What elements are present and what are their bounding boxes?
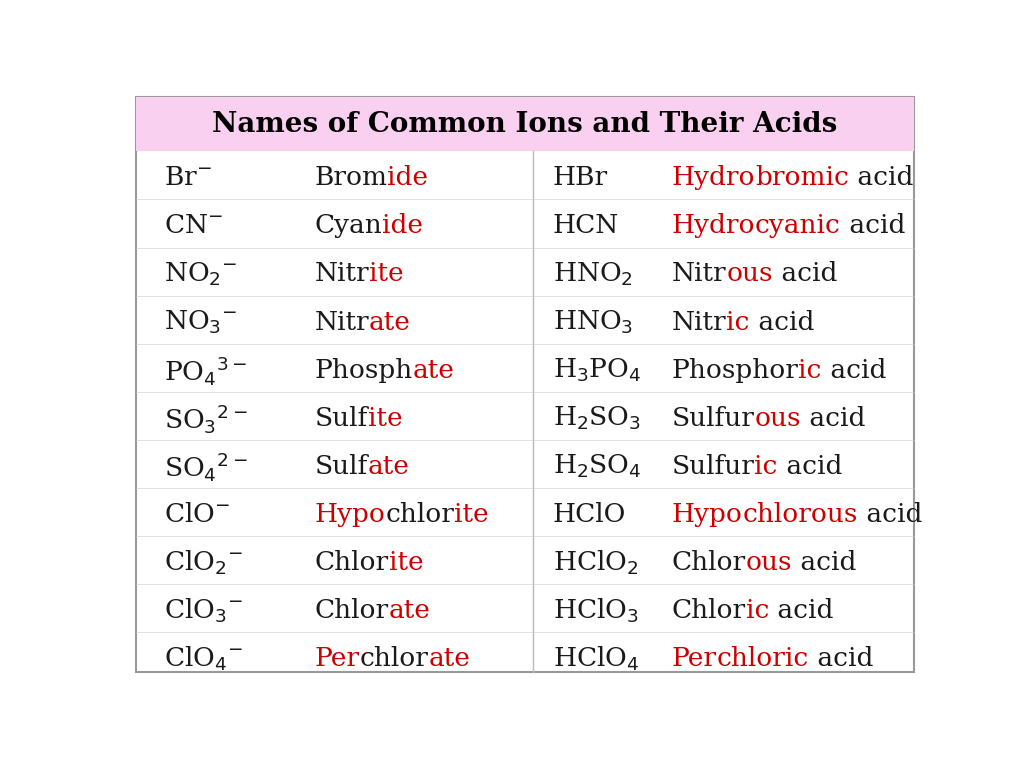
Text: Br$^{-}$: Br$^{-}$	[164, 165, 212, 190]
FancyBboxPatch shape	[136, 98, 913, 672]
Text: acid: acid	[841, 213, 905, 239]
Text: ite: ite	[369, 261, 403, 287]
Text: ate: ate	[428, 646, 470, 671]
Text: Phosphor: Phosphor	[672, 357, 799, 383]
Text: chlor: chlor	[385, 502, 455, 527]
Text: Hypo: Hypo	[314, 502, 385, 527]
Text: ic: ic	[799, 357, 822, 383]
Text: Hydro: Hydro	[672, 165, 755, 190]
Text: HClO: HClO	[553, 502, 626, 527]
Text: ite: ite	[368, 406, 402, 431]
Text: acid: acid	[801, 406, 865, 431]
Text: chlor: chlor	[359, 646, 428, 671]
Text: Per: Per	[314, 646, 359, 671]
Text: acid: acid	[769, 598, 834, 623]
Text: Phosph: Phosph	[314, 357, 413, 383]
Text: HClO$_{3}$: HClO$_{3}$	[553, 597, 638, 625]
Text: ic: ic	[755, 454, 778, 479]
Text: Sulfur: Sulfur	[672, 406, 755, 431]
Text: Nitr: Nitr	[314, 309, 369, 335]
Text: ide: ide	[382, 213, 423, 239]
Text: ate: ate	[369, 309, 411, 335]
Text: ate: ate	[389, 598, 430, 623]
Text: CN$^{-}$: CN$^{-}$	[164, 213, 223, 239]
Text: ClO$^{-}$: ClO$^{-}$	[164, 502, 229, 527]
Text: PO$_{4}$$^{3-}$: PO$_{4}$$^{3-}$	[164, 354, 247, 386]
Text: ite: ite	[389, 550, 423, 575]
Text: Sulf: Sulf	[314, 406, 368, 431]
Text: HNO$_{3}$: HNO$_{3}$	[553, 309, 633, 336]
Text: Chlor: Chlor	[314, 550, 389, 575]
Text: acid: acid	[822, 357, 886, 383]
Text: acid: acid	[750, 309, 814, 335]
Text: bromic: bromic	[755, 165, 849, 190]
Text: Hydro: Hydro	[672, 213, 755, 239]
Text: Nitr: Nitr	[672, 261, 726, 287]
Text: chlorous: chlorous	[742, 502, 858, 527]
Text: Per: Per	[672, 646, 717, 671]
Text: HClO$_{2}$: HClO$_{2}$	[553, 549, 638, 577]
Text: HCN: HCN	[553, 213, 618, 239]
Text: ic: ic	[726, 309, 750, 335]
Text: Hypo: Hypo	[672, 502, 742, 527]
Text: HBr: HBr	[553, 165, 607, 190]
Text: Chlor: Chlor	[672, 550, 745, 575]
Text: acid: acid	[778, 454, 843, 479]
Text: acid: acid	[793, 550, 857, 575]
Text: NO$_{3}$$^{-}$: NO$_{3}$$^{-}$	[164, 309, 237, 336]
Text: SO$_{3}$$^{2-}$: SO$_{3}$$^{2-}$	[164, 402, 248, 435]
Text: cyanic: cyanic	[755, 213, 841, 239]
Text: ClO$_{3}$$^{-}$: ClO$_{3}$$^{-}$	[164, 597, 243, 625]
Text: ic: ic	[745, 598, 769, 623]
Text: ate: ate	[368, 454, 410, 479]
Text: ClO$_{2}$$^{-}$: ClO$_{2}$$^{-}$	[164, 549, 243, 577]
Text: acid: acid	[773, 261, 837, 287]
Text: acid: acid	[809, 646, 873, 671]
Text: H$_{2}$SO$_{4}$: H$_{2}$SO$_{4}$	[553, 453, 641, 480]
Text: ous: ous	[726, 261, 773, 287]
Text: Brom: Brom	[314, 165, 387, 190]
Text: ous: ous	[745, 550, 793, 575]
Text: Sulfur: Sulfur	[672, 454, 755, 479]
Text: ate: ate	[413, 357, 455, 383]
Text: SO$_{4}$$^{2-}$: SO$_{4}$$^{2-}$	[164, 450, 248, 483]
Text: HNO$_{2}$: HNO$_{2}$	[553, 261, 633, 288]
Text: chloric: chloric	[717, 646, 809, 671]
Text: Sulf: Sulf	[314, 454, 368, 479]
Text: Names of Common Ions and Their Acids: Names of Common Ions and Their Acids	[212, 110, 838, 138]
Text: Cyan: Cyan	[314, 213, 382, 239]
Text: acid: acid	[858, 502, 923, 527]
Text: Chlor: Chlor	[672, 598, 745, 623]
Text: NO$_{2}$$^{-}$: NO$_{2}$$^{-}$	[164, 261, 237, 288]
Text: acid: acid	[849, 165, 913, 190]
FancyBboxPatch shape	[136, 98, 913, 152]
Text: ClO$_{4}$$^{-}$: ClO$_{4}$$^{-}$	[164, 645, 243, 673]
Text: ite: ite	[455, 502, 488, 527]
Text: H$_{3}$PO$_{4}$: H$_{3}$PO$_{4}$	[553, 357, 641, 384]
Text: ide: ide	[387, 165, 428, 190]
Text: Chlor: Chlor	[314, 598, 389, 623]
Text: Nitr: Nitr	[314, 261, 369, 287]
Text: Nitr: Nitr	[672, 309, 726, 335]
Text: ous: ous	[755, 406, 801, 431]
Text: HClO$_{4}$: HClO$_{4}$	[553, 645, 639, 673]
Text: H$_{2}$SO$_{3}$: H$_{2}$SO$_{3}$	[553, 405, 641, 432]
